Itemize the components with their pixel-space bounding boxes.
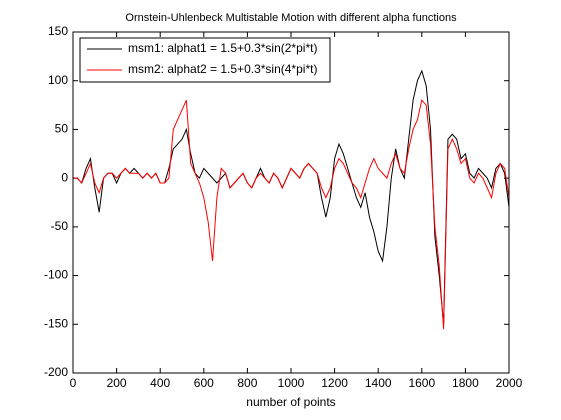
x-tick-label: 1600 (408, 376, 435, 390)
legend-box (79, 37, 331, 83)
x-tick-label: 2000 (496, 376, 523, 390)
x-tick-label: 600 (194, 376, 214, 390)
chart-title: Ornstein-Uhlenbeck Multistable Motion wi… (125, 12, 457, 24)
y-tick-label: -100 (44, 268, 68, 282)
x-tick-label: 1400 (365, 376, 392, 390)
x-axis-label: number of points (246, 395, 335, 409)
y-tick-label: 150 (48, 24, 68, 38)
series-line (73, 99, 510, 330)
axes-box (72, 31, 510, 374)
x-tick-label: 1000 (278, 376, 305, 390)
y-tick-label: 50 (55, 122, 69, 136)
y-tick-label: -50 (51, 219, 69, 233)
legend-label: msm1: alphat1 = 1.5+0.3*sin(2*pi*t) (128, 41, 317, 55)
x-tick-label: 0 (70, 376, 77, 390)
y-tick-label: 0 (61, 170, 68, 184)
x-tick-label: 1800 (452, 376, 479, 390)
y-tick-label: 100 (48, 73, 68, 87)
y-tick-label: -150 (44, 316, 68, 330)
x-tick-label: 400 (150, 376, 170, 390)
legend-label: msm2: alphat2 = 1.5+0.3*sin(4*pi*t) (128, 62, 317, 76)
plot-area (73, 32, 509, 373)
x-tick-label: 1200 (321, 376, 348, 390)
x-tick-label: 800 (237, 376, 257, 390)
y-tick-label: -200 (44, 365, 68, 379)
x-tick-label: 200 (107, 376, 127, 390)
